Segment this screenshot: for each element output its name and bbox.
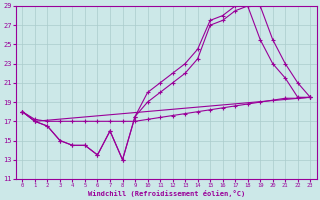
X-axis label: Windchill (Refroidissement éolien,°C): Windchill (Refroidissement éolien,°C) bbox=[88, 190, 245, 197]
